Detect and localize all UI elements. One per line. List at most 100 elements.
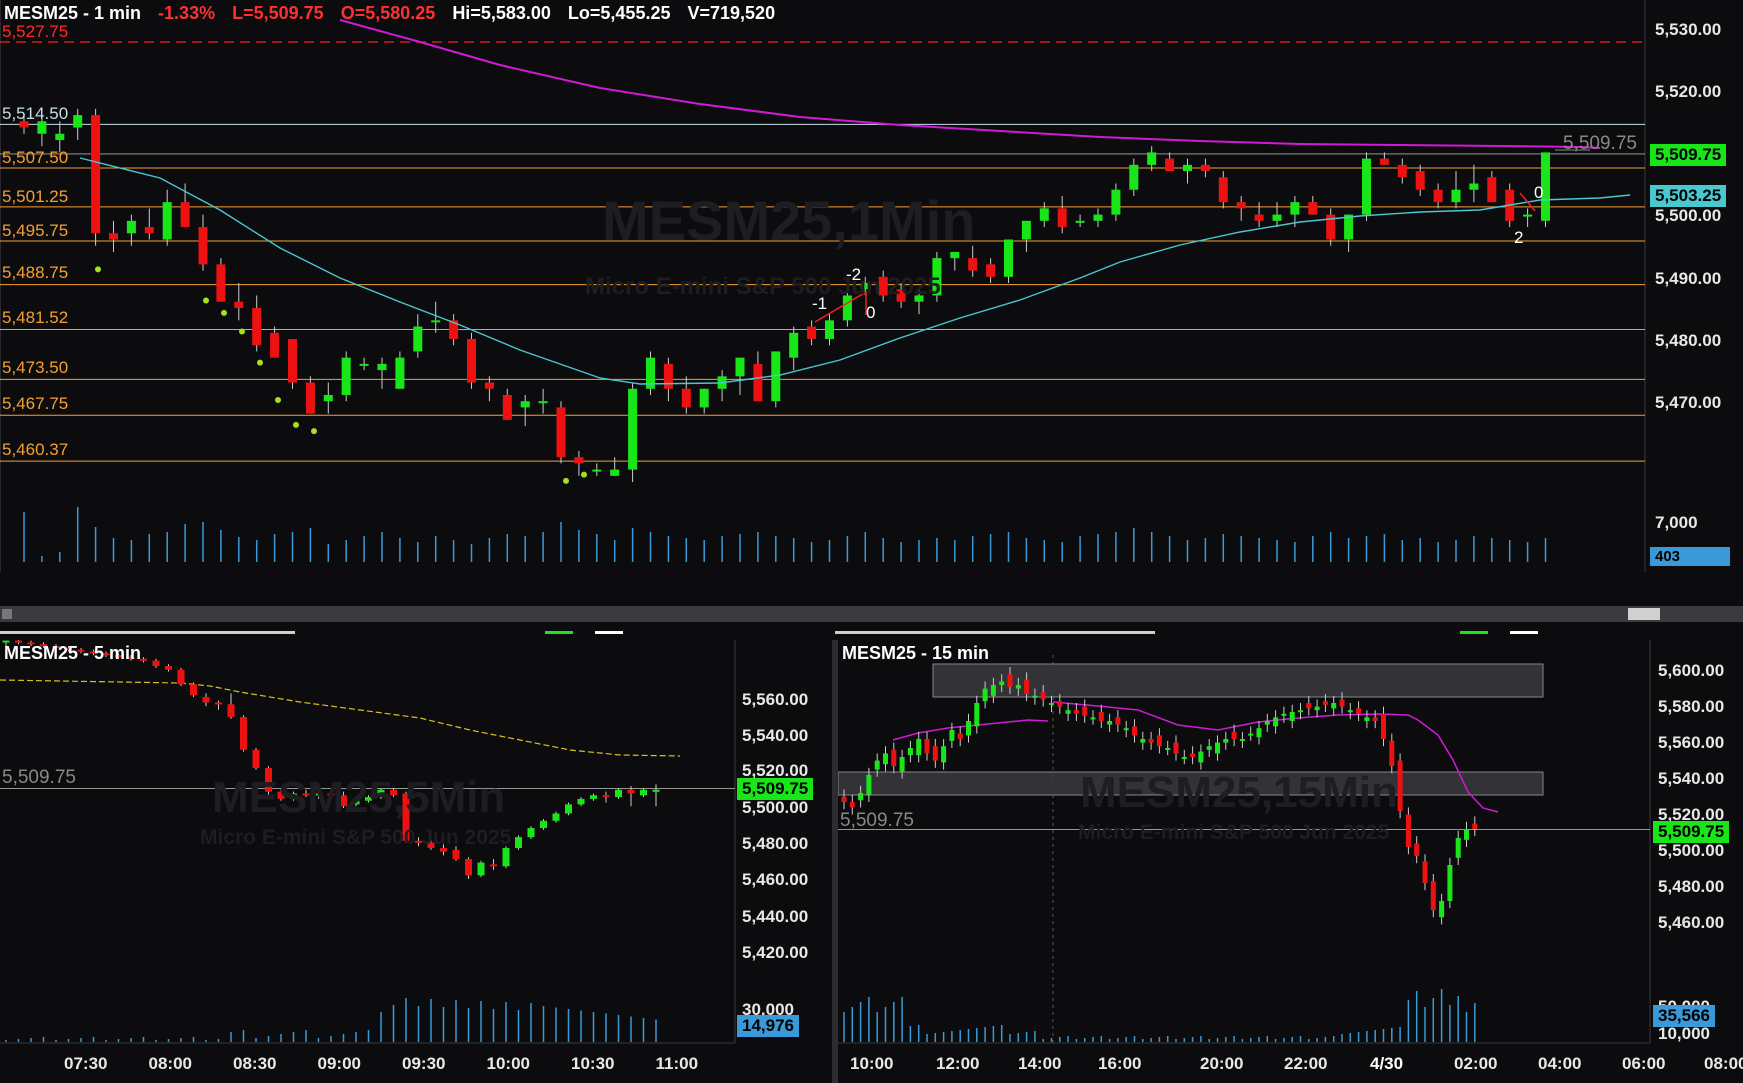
y-tick: 5,480.00 bbox=[742, 834, 809, 853]
candle-body bbox=[1239, 739, 1245, 741]
candle-body bbox=[1181, 757, 1187, 759]
level-label: 5,514.50 bbox=[2, 104, 69, 123]
candle-body bbox=[1032, 695, 1038, 698]
scroll-left-button[interactable] bbox=[2, 609, 12, 619]
trade-line bbox=[1519, 192, 1536, 212]
x-tick: 08:00 bbox=[1704, 1054, 1743, 1073]
chart-1min-canvas[interactable]: -1 -2 0 0 2 bbox=[0, 0, 1743, 572]
candle-body bbox=[849, 802, 855, 808]
candle-body bbox=[90, 651, 97, 654]
candle-body bbox=[771, 351, 781, 402]
panel-separator[interactable] bbox=[832, 640, 838, 1083]
candle-body bbox=[290, 793, 297, 799]
candle-body bbox=[144, 227, 154, 234]
candle-body bbox=[1148, 739, 1154, 743]
candle-body bbox=[1541, 152, 1550, 221]
candle-body bbox=[520, 401, 530, 408]
candle-body bbox=[427, 842, 435, 849]
candle-body bbox=[592, 469, 602, 472]
candle-body bbox=[15, 640, 22, 643]
volume-tick: 10,000 bbox=[1658, 1024, 1710, 1043]
x-tick: 16:00 bbox=[1098, 1054, 1142, 1073]
candle-body bbox=[1397, 164, 1407, 178]
candle-body bbox=[377, 363, 387, 371]
candle-body bbox=[216, 264, 226, 302]
candle-body bbox=[1057, 208, 1067, 228]
candle-body bbox=[1057, 701, 1063, 707]
candle-body bbox=[1015, 685, 1021, 689]
candle-body bbox=[202, 697, 210, 703]
candle-body bbox=[277, 791, 285, 799]
trade-mark: -2 bbox=[846, 265, 861, 284]
candle-body bbox=[127, 656, 135, 659]
y-tick: 5,500.00 bbox=[1655, 206, 1722, 225]
candle-body bbox=[1339, 699, 1345, 707]
price-tag: 5,509.75 bbox=[737, 778, 814, 800]
candle-body bbox=[102, 653, 110, 656]
marker-dot bbox=[257, 359, 263, 366]
candle-body bbox=[1464, 829, 1469, 840]
candle-body bbox=[957, 733, 963, 739]
ma-line-magenta bbox=[1052, 701, 1499, 813]
y-tick: 5,540.00 bbox=[1658, 769, 1725, 788]
candle-body bbox=[1451, 189, 1461, 203]
candle-body bbox=[467, 339, 476, 383]
scrollbar-thumb[interactable] bbox=[1628, 608, 1660, 620]
candle-body bbox=[165, 666, 172, 670]
candle-body bbox=[484, 382, 494, 389]
open-price: O=5,580.25 bbox=[340, 3, 436, 23]
candle-body bbox=[234, 301, 244, 308]
candle-body bbox=[1039, 208, 1049, 221]
marker-dot bbox=[221, 309, 227, 316]
x-tick: 09:00 bbox=[317, 1054, 361, 1073]
level-label: 5,488.75 bbox=[2, 263, 69, 282]
candle-body bbox=[907, 748, 913, 756]
candle-body bbox=[1308, 202, 1318, 215]
candle-body bbox=[73, 115, 83, 128]
panel-divider[interactable] bbox=[0, 622, 1743, 640]
candle-body bbox=[1147, 152, 1157, 165]
volume-value: V=719,520 bbox=[687, 3, 776, 23]
y-tick: 5,530.00 bbox=[1655, 20, 1722, 39]
candle-body bbox=[1004, 239, 1013, 277]
candle-body bbox=[924, 739, 930, 754]
y-tick: 5,480.00 bbox=[1658, 877, 1725, 896]
candle-body bbox=[252, 307, 262, 346]
candle-body bbox=[1231, 731, 1237, 739]
marker-dot bbox=[275, 396, 281, 403]
horizontal-scrollbar[interactable] bbox=[0, 606, 1743, 622]
candle-body bbox=[1040, 692, 1046, 700]
candle-body bbox=[1289, 712, 1295, 721]
candle-body bbox=[1372, 717, 1378, 721]
candle-body bbox=[538, 401, 548, 404]
candle-body bbox=[190, 684, 197, 696]
candle-body bbox=[681, 388, 691, 408]
candle-body bbox=[490, 864, 497, 867]
x-tick: 10:00 bbox=[486, 1054, 530, 1073]
candle-body bbox=[27, 642, 35, 645]
chart-15min-canvas[interactable] bbox=[838, 640, 1743, 1083]
candle-body bbox=[1273, 717, 1279, 727]
tab-indicator bbox=[1460, 631, 1488, 634]
y-tick: 5,600.00 bbox=[1658, 661, 1725, 680]
candle-body bbox=[1290, 202, 1300, 215]
candle-body bbox=[982, 688, 988, 702]
candle-body bbox=[327, 793, 335, 796]
chart-panel-15min[interactable]: MESM25,15Min Micro E-mini S&P 500 Jun 20… bbox=[838, 640, 1743, 1083]
candle-body bbox=[340, 795, 347, 807]
candle-body bbox=[1165, 748, 1171, 750]
x-tick: 4/30 bbox=[1370, 1054, 1404, 1073]
candle-body bbox=[227, 704, 235, 718]
ma-line-yellow bbox=[0, 679, 681, 757]
candle-body bbox=[477, 862, 485, 876]
chart-panel-5min[interactable]: MESM25,5Min Micro E-mini S&P 500 Jun 202… bbox=[0, 640, 832, 1083]
x-tick: 07:30 bbox=[64, 1054, 108, 1073]
candle-body bbox=[352, 800, 360, 805]
candle-body bbox=[1075, 220, 1085, 223]
chart-5min-canvas[interactable] bbox=[0, 640, 832, 1083]
chart-panel-1min[interactable]: -1 -2 0 0 2 MESM25,1Min Micro E-mini S&P 500… bbox=[0, 0, 1743, 572]
volume-tick: 30,000 bbox=[742, 1000, 794, 1019]
x-tick: 14:00 bbox=[1018, 1054, 1062, 1073]
candle-body bbox=[19, 121, 29, 128]
marker-dot bbox=[293, 421, 299, 428]
